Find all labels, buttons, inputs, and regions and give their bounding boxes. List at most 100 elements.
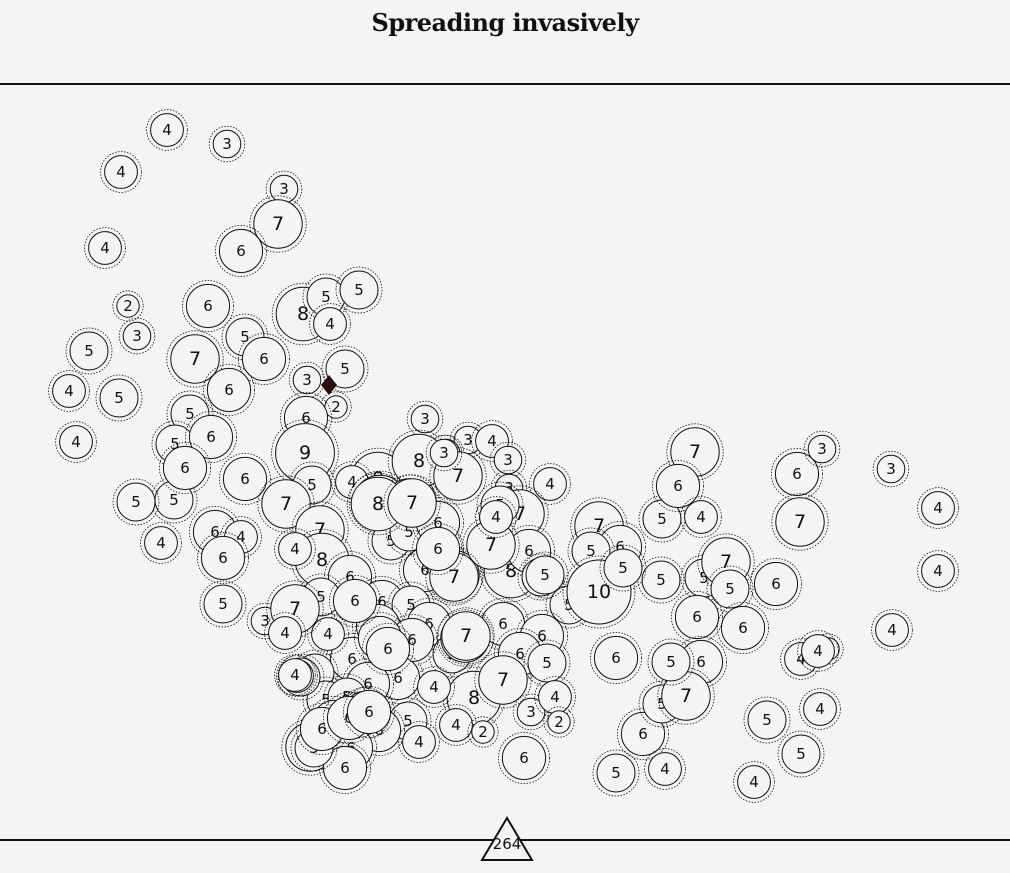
value-marker: 6 [318,742,371,795]
marker-halo [812,633,844,665]
value-marker: 6 [652,459,705,512]
marker-value-label: 7 [452,465,464,487]
value-marker: 4 [84,227,126,269]
value-marker: 3 [872,450,910,488]
marker-halo [733,761,775,803]
value-marker: 4 [100,151,142,193]
marker-value-label: 6 [692,608,702,626]
marker-halo [717,602,770,655]
marker-circle [104,155,138,189]
marker-halo [871,609,913,651]
marker-circle [212,129,242,159]
marker-halo [429,447,487,505]
marker-value-label: 4 [100,239,110,257]
marker-circle [775,497,825,547]
marker-value-label: 5 [586,542,596,560]
marker-halo [361,623,414,676]
value-marker: 7 [474,651,532,709]
value-marker: 3 [208,125,246,163]
marker-circle [876,454,906,484]
marker-value-label: 7 [460,625,472,647]
value-marker: 4 [534,676,576,718]
marker-halo [249,195,307,253]
value-marker: 4 [140,522,182,564]
marker-halo [266,580,324,638]
value-marker: 6 [196,532,249,585]
marker-value-label: 7 [189,348,201,370]
marker-circle [807,434,837,464]
marker-halo [166,390,214,438]
marker-value-label: 6 [771,575,781,593]
marker-value-label: 4 [815,700,825,718]
value-marker: 5 [592,749,640,797]
marker-circle [402,725,436,759]
value-marker: 5 [321,345,369,393]
marker-halo [647,638,695,686]
marker-halo [476,481,524,529]
marker-value-label: 6 [673,477,683,495]
value-marker: 5 [199,580,247,628]
marker-halo [697,533,755,591]
marker-halo [562,555,636,629]
marker-circle [533,467,567,501]
marker-value-label: 4 [813,642,823,660]
value-marker: 4 [398,721,440,763]
marker-value-label: 5 [657,695,667,713]
value-marker: 6 [361,623,414,676]
value-marker: 6 [717,602,770,655]
marker-value-label: 4 [325,315,335,333]
marker-value-label: 5 [564,596,574,614]
marker-value-label: 6 [301,409,311,427]
marker-halo [383,474,441,532]
marker-value-label: 7 [680,685,692,707]
marker-value-label: 6 [424,615,434,633]
marker-value-label: 5 [666,653,676,671]
marker-circle [439,708,473,742]
marker-value-label: 6 [224,381,234,399]
marker-circle [311,617,345,651]
marker-halo [328,575,381,628]
value-marker: 5 [647,638,695,686]
marker-value-label: 4 [545,475,555,493]
marker-halo [264,612,306,654]
marker-halo [274,654,316,696]
marker-value-label: 3 [817,440,827,458]
marker-halo [55,421,97,463]
marker-circle [774,451,820,497]
marker-value-label: 5 [699,569,709,587]
value-marker: 6 [342,686,395,739]
marker-halo [291,649,339,697]
marker-halo [471,420,513,462]
marker-value-label: 8 [372,493,384,515]
marker-circle [332,578,378,624]
marker-halo [398,721,440,763]
marker-halo [570,497,628,555]
marker-value-label: 4 [236,528,246,546]
marker-halo [771,493,829,551]
value-marker: 6 [590,632,643,685]
marker-value-label: 4 [796,650,806,668]
marker-value-label: 4 [696,508,706,526]
marker-value-label: 6 [206,428,216,446]
marker-circle [527,643,567,683]
marker-value-label: 6 [363,675,373,693]
marker-value-label: 4 [887,621,897,639]
marker-value-label: 4 [451,716,461,734]
marker-circle [313,307,347,341]
marker-circle [603,548,643,588]
marker-value-label: 3 [260,612,270,630]
marker-circle [278,532,312,566]
marker-circle [921,491,955,525]
marker-value-label: 3 [279,180,289,198]
marker-halo [680,496,722,538]
marker-halo [184,410,237,463]
marker-value-label: 4 [550,688,560,706]
marker-halo [529,463,571,505]
marker-value-label: 4 [749,773,759,791]
marker-value-label: 8 [413,450,425,472]
marker-halo [872,450,910,488]
value-marker: 7 [383,474,441,532]
value-marker: 4 [55,421,97,463]
value-marker: 5 [95,374,143,422]
marker-value-label: 5 [540,566,550,584]
